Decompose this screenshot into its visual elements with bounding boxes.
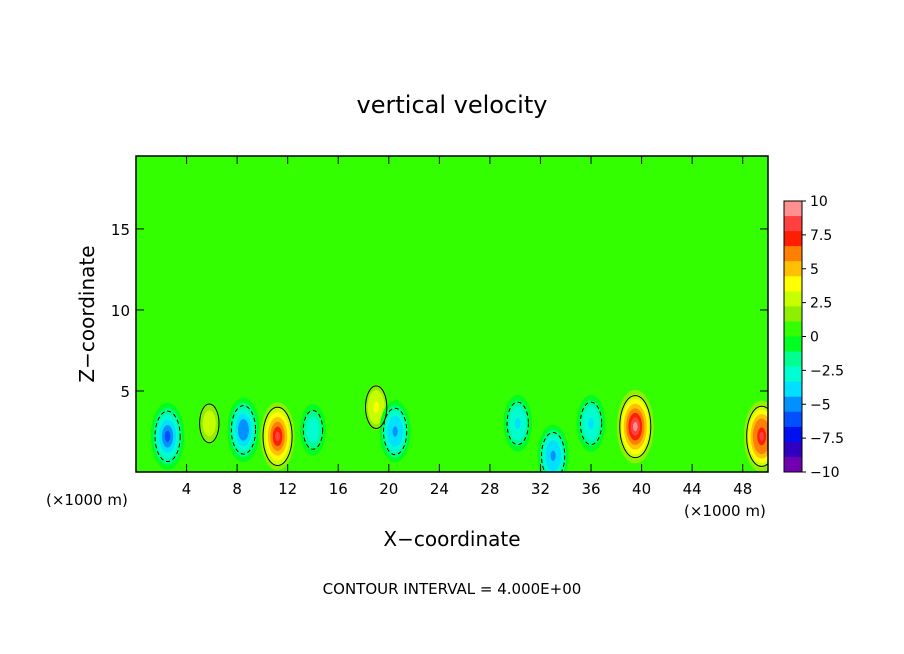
x-tick-label: 4 <box>182 480 192 498</box>
contour-line-2 <box>230 405 257 455</box>
velocity-cell-5 <box>373 401 379 413</box>
colorbar-swatch <box>784 381 802 398</box>
colorbar-swatch <box>784 276 802 292</box>
colorbar-swatch <box>784 261 802 277</box>
y-axis-label: Z−coordinate <box>75 245 99 382</box>
velocity-cell-8 <box>550 450 556 461</box>
velocity-cell-2 <box>240 424 247 436</box>
colorbar-swatch <box>784 456 802 473</box>
colorbar-swatch <box>784 411 802 428</box>
x-tick-label: 16 <box>329 480 348 498</box>
y-tick-label: 15 <box>111 221 130 239</box>
velocity-cell-10 <box>632 422 638 432</box>
colorbar-tick-label: −2.5 <box>810 363 844 379</box>
contour-line-7 <box>506 401 529 446</box>
colorbar-tick-label: 0 <box>810 330 819 346</box>
x-tick-label: 12 <box>278 480 297 498</box>
x-tick-label: 8 <box>232 480 242 498</box>
contour-line-11 <box>746 405 768 467</box>
colorbar-swatch <box>784 396 802 413</box>
y-tick-label: 10 <box>111 302 130 320</box>
x-tick-label: 44 <box>683 480 702 498</box>
contour-line-8 <box>540 432 566 472</box>
colorbar-tick-label: 7.5 <box>810 228 832 244</box>
contour-line-6 <box>382 407 408 456</box>
x-tick-label: 48 <box>733 480 752 498</box>
x-axis: 4 8 12 16 20 24 28 32 36 40 44 48 <box>182 156 752 498</box>
x-unit-left: (×1000 m) <box>46 491 128 509</box>
colorbar-swatch <box>784 336 802 353</box>
colorbar-swatch <box>784 291 802 307</box>
plot-frame <box>135 155 769 473</box>
colorbar-tick-label: 10 <box>810 194 828 210</box>
colorbar-tick-label: −10 <box>810 465 840 481</box>
colorbar-tick-label: 2.5 <box>810 296 832 312</box>
contour-line-0 <box>154 410 181 463</box>
contour-line-3 <box>262 406 293 466</box>
colorbar-swatch <box>784 426 802 443</box>
colorbar-swatch <box>784 231 802 247</box>
contour-line-1 <box>199 403 220 444</box>
colorbar-swatch <box>784 306 802 322</box>
colorbar-tick-label: 5 <box>810 262 819 278</box>
contour-interval-note: CONTOUR INTERVAL = 4.000E+00 <box>323 580 582 598</box>
x-tick-label: 40 <box>632 480 651 498</box>
colorbar-swatch <box>784 441 802 458</box>
x-tick-label: 24 <box>430 480 449 498</box>
colorbar: 10 7.5 5 2.5 0 −2.5 −5 −7.5 −10 <box>783 194 844 481</box>
x-unit-right: (×1000 m) <box>684 502 766 520</box>
contour-line-4 <box>302 410 324 450</box>
velocity-cell-11 <box>759 431 764 441</box>
y-tick-label: 5 <box>120 383 130 401</box>
contour-line-9 <box>579 401 603 446</box>
velocity-cell-6 <box>392 426 398 437</box>
colorbar-tick-label: −5 <box>810 397 831 413</box>
contour-line-5 <box>365 385 388 429</box>
colorbar-swatch <box>784 321 802 337</box>
chart-title: vertical velocity <box>357 91 548 119</box>
colorbar-swatch <box>784 246 802 262</box>
velocity-cell-1 <box>206 416 213 430</box>
velocity-cell-4 <box>309 423 317 437</box>
x-axis-label: X−coordinate <box>383 527 520 551</box>
colorbar-tick-label: −7.5 <box>810 431 844 447</box>
contour-line-10 <box>619 395 652 459</box>
colorbar-swatch <box>784 201 802 217</box>
x-tick-label: 28 <box>480 480 499 498</box>
colorbar-swatch <box>784 366 802 383</box>
x-tick-label: 32 <box>531 480 550 498</box>
velocity-cell-7 <box>514 417 521 430</box>
velocity-cell-9 <box>588 417 594 430</box>
colorbar-swatch <box>784 216 802 232</box>
y-axis: 5 10 15 <box>111 221 768 401</box>
x-tick-label: 20 <box>379 480 398 498</box>
velocity-cell-3 <box>275 431 280 442</box>
colorbar-swatch <box>784 351 802 368</box>
velocity-cell-0 <box>164 430 171 442</box>
x-tick-label: 36 <box>581 480 600 498</box>
